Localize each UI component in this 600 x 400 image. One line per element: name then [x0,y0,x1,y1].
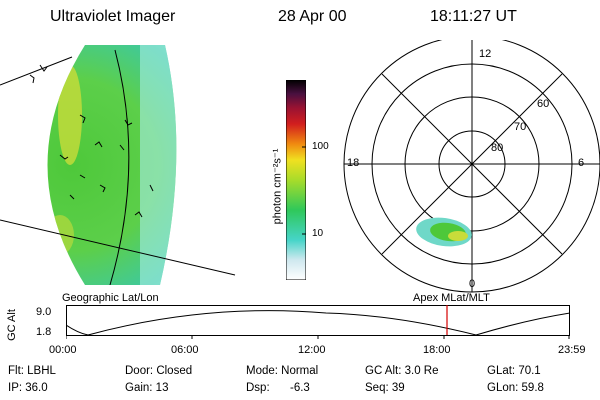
earth-image-panel [0,45,236,285]
mlat-label-70: 70 [514,121,527,133]
dsp-label: Dsp: [246,382,270,394]
time-label: 18:11:27 UT [430,8,517,25]
date-label: 28 Apr 00 [278,8,347,25]
ip-label: IP: 36.0 [8,382,48,394]
gc-alt-tick-9: 9.0 [36,306,52,318]
colorbar-unit-label: photon cm⁻²s⁻¹ [271,148,284,225]
mlt-label-12: 12 [479,48,492,60]
instrument-title: Ultraviolet Imager [50,8,176,25]
altitude-timeline [66,305,570,339]
mlat-label-80: 80 [491,142,504,154]
mlt-label-6: 6 [578,157,585,169]
time-tick-2359: 23:59 [558,344,586,356]
gc-alt-axis-label: GC Alt [5,309,18,341]
time-tick-0600: 06:00 [171,344,199,356]
gc-alt-tick-1-8: 1.8 [36,326,52,338]
glat-label: GLat: 70.1 [487,365,541,377]
filter-label: Flt: LBHL [8,365,56,377]
mlat-label-60: 60 [537,98,550,110]
colorbar-tick-10: 10 [312,228,324,239]
time-tick-1200: 12:00 [298,344,326,356]
door-label: Door: Closed [125,365,193,377]
mode-label: Mode: Normal [246,365,319,377]
mlt-label-0: 0 [469,278,476,290]
color-scale-bar [286,80,306,280]
auroral-oval-patch [416,217,472,247]
gc-alt-readout: GC Alt: 3.0 Re [365,365,439,377]
geographic-lat-lon-label: Geographic Lat/Lon [62,292,159,304]
apex-mlat-mlt-label: Apex MLat/MLT [413,292,490,304]
seq-label: Seq: 39 [365,382,405,394]
time-tick-0000: 00:00 [49,344,77,356]
gain-label: Gain: 13 [125,382,169,394]
glon-label: GLon: 59.8 [487,382,544,394]
dsp-value: -6.3 [290,382,310,394]
time-tick-1800: 18:00 [423,344,451,356]
mlt-label-18: 18 [347,157,360,169]
colorbar-tick-100: 100 [312,141,329,152]
polar-mlt-plot [343,40,600,293]
